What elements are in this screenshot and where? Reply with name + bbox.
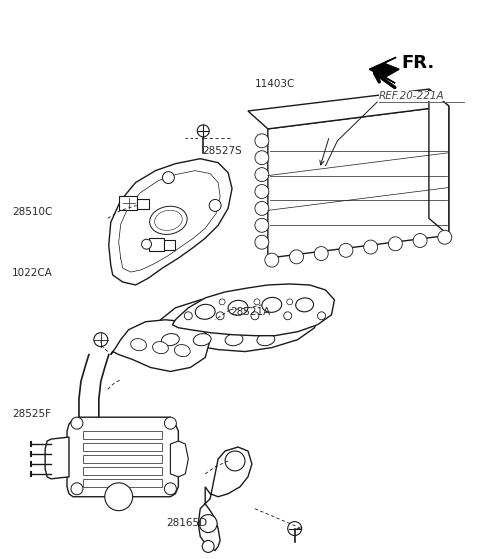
Circle shape xyxy=(165,483,176,495)
Text: 28165D: 28165D xyxy=(166,518,207,528)
Circle shape xyxy=(219,299,225,305)
FancyBboxPatch shape xyxy=(83,479,162,487)
Circle shape xyxy=(388,237,402,251)
Ellipse shape xyxy=(153,342,168,354)
FancyBboxPatch shape xyxy=(83,443,162,451)
Circle shape xyxy=(184,312,192,320)
Circle shape xyxy=(142,239,152,249)
Circle shape xyxy=(71,417,83,429)
Text: 28510C: 28510C xyxy=(12,207,52,217)
Ellipse shape xyxy=(193,334,211,345)
Polygon shape xyxy=(67,417,179,497)
Polygon shape xyxy=(172,284,335,335)
Polygon shape xyxy=(248,89,449,129)
Circle shape xyxy=(209,200,221,211)
Circle shape xyxy=(94,333,108,347)
Ellipse shape xyxy=(296,298,313,312)
Circle shape xyxy=(199,515,217,533)
Polygon shape xyxy=(109,159,232,285)
Circle shape xyxy=(318,312,325,320)
Circle shape xyxy=(255,201,269,215)
Ellipse shape xyxy=(150,206,187,234)
Circle shape xyxy=(255,219,269,233)
Circle shape xyxy=(255,151,269,165)
Circle shape xyxy=(202,541,214,552)
Ellipse shape xyxy=(131,339,146,350)
Circle shape xyxy=(255,134,269,148)
Circle shape xyxy=(265,253,279,267)
Circle shape xyxy=(288,522,301,536)
Polygon shape xyxy=(369,57,399,83)
Ellipse shape xyxy=(174,344,190,357)
Circle shape xyxy=(225,451,245,471)
Circle shape xyxy=(314,247,328,260)
Circle shape xyxy=(364,240,378,254)
Circle shape xyxy=(287,299,293,305)
Ellipse shape xyxy=(161,334,180,345)
Text: REF.20-221A: REF.20-221A xyxy=(379,91,445,101)
Polygon shape xyxy=(148,292,320,358)
Polygon shape xyxy=(45,437,69,479)
Text: 28525F: 28525F xyxy=(12,409,51,419)
Circle shape xyxy=(255,168,269,182)
FancyBboxPatch shape xyxy=(119,196,137,210)
Polygon shape xyxy=(429,89,449,235)
Circle shape xyxy=(105,483,132,511)
Circle shape xyxy=(339,243,353,257)
FancyBboxPatch shape xyxy=(83,431,162,439)
Circle shape xyxy=(438,230,452,244)
Circle shape xyxy=(255,235,269,249)
FancyBboxPatch shape xyxy=(83,467,162,475)
Text: 1022CA: 1022CA xyxy=(12,268,53,278)
Polygon shape xyxy=(111,320,210,372)
Text: 11403C: 11403C xyxy=(254,79,295,89)
Circle shape xyxy=(284,312,292,320)
Circle shape xyxy=(197,125,209,137)
Polygon shape xyxy=(170,441,188,477)
Text: 28521A: 28521A xyxy=(230,307,271,317)
Ellipse shape xyxy=(262,297,282,312)
Ellipse shape xyxy=(195,304,215,319)
Circle shape xyxy=(254,299,260,305)
Circle shape xyxy=(216,312,224,320)
Text: 28527S: 28527S xyxy=(202,145,241,155)
Polygon shape xyxy=(268,106,449,258)
Circle shape xyxy=(255,184,269,198)
FancyBboxPatch shape xyxy=(137,200,148,210)
FancyBboxPatch shape xyxy=(148,238,165,251)
Circle shape xyxy=(165,417,176,429)
Circle shape xyxy=(289,250,303,264)
Ellipse shape xyxy=(155,210,182,230)
FancyBboxPatch shape xyxy=(83,455,162,463)
FancyBboxPatch shape xyxy=(165,240,175,250)
Ellipse shape xyxy=(257,334,275,345)
Ellipse shape xyxy=(225,334,243,345)
Circle shape xyxy=(162,172,174,183)
Circle shape xyxy=(251,312,259,320)
Circle shape xyxy=(413,234,427,248)
Circle shape xyxy=(71,483,83,495)
Polygon shape xyxy=(198,447,252,551)
Ellipse shape xyxy=(228,300,248,315)
Text: FR.: FR. xyxy=(401,54,434,72)
